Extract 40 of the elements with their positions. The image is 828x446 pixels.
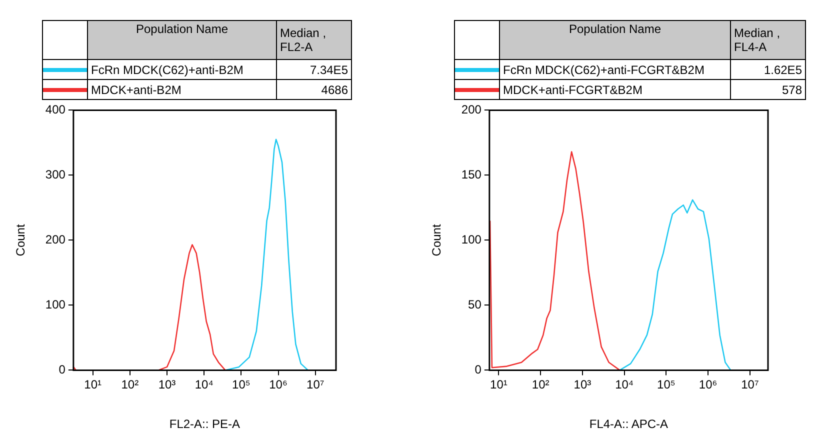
- text: Median , FL2-A: [280, 26, 328, 54]
- text: 1.62E5: [730, 60, 806, 80]
- y-axis-title: Count: [14, 224, 28, 256]
- x-tick-label: 10²: [532, 378, 550, 392]
- legend-label: MDCK+anti-FCGRT&B2M: [500, 80, 730, 100]
- y-tick-label: 300: [45, 168, 66, 182]
- x-tick-label: 10⁶: [269, 378, 288, 392]
- x-tick-label: 10⁴: [194, 378, 214, 392]
- text: 4686: [276, 80, 352, 100]
- x-tick-label: 10⁷: [306, 378, 324, 392]
- x-tick-label: 10⁵: [657, 378, 676, 392]
- x-tick-label: 10²: [121, 378, 139, 392]
- y-tick-label: 100: [461, 232, 482, 247]
- y-tick-label: 50: [468, 298, 482, 312]
- y-tick-label: 0: [474, 362, 482, 377]
- y-axis-title: Count: [430, 224, 444, 256]
- text: 578: [730, 80, 806, 100]
- y-tick-label: 150: [461, 168, 482, 182]
- legend-title: Population Name: [500, 20, 730, 60]
- y-tick-label: 400: [45, 102, 66, 117]
- y-tick-label: 200: [45, 232, 66, 247]
- legend-title: Population Name: [88, 20, 276, 60]
- x-tick-label: 10⁷: [741, 378, 759, 392]
- x-axis-title: FL2-A:: PE-A: [169, 417, 240, 432]
- x-tick-label: 10⁴: [615, 378, 634, 392]
- y-tick-label: 100: [45, 298, 66, 312]
- x-tick-label: 10⁶: [698, 378, 718, 392]
- y-tick-label: 0: [58, 362, 66, 377]
- x-tick-label: 10¹: [84, 378, 102, 392]
- x-tick-label: 10³: [574, 378, 592, 392]
- x-tick-label: 10¹: [490, 378, 508, 392]
- y-tick-label: 200: [461, 102, 482, 117]
- legend-label: FcRn MDCK(C62)+anti-B2M: [88, 60, 276, 80]
- legend-label: MDCK+anti-B2M: [88, 80, 276, 100]
- x-tick-label: 10⁵: [232, 378, 250, 392]
- x-axis-title: FL4-A:: APC-A: [589, 417, 668, 432]
- x-tick-label: 10³: [158, 378, 176, 392]
- legend-label: FcRn MDCK(C62)+anti-FCGRT&B2M: [500, 60, 730, 80]
- text: Median , FL4-A: [734, 26, 782, 54]
- text: 7.34E5: [276, 60, 352, 80]
